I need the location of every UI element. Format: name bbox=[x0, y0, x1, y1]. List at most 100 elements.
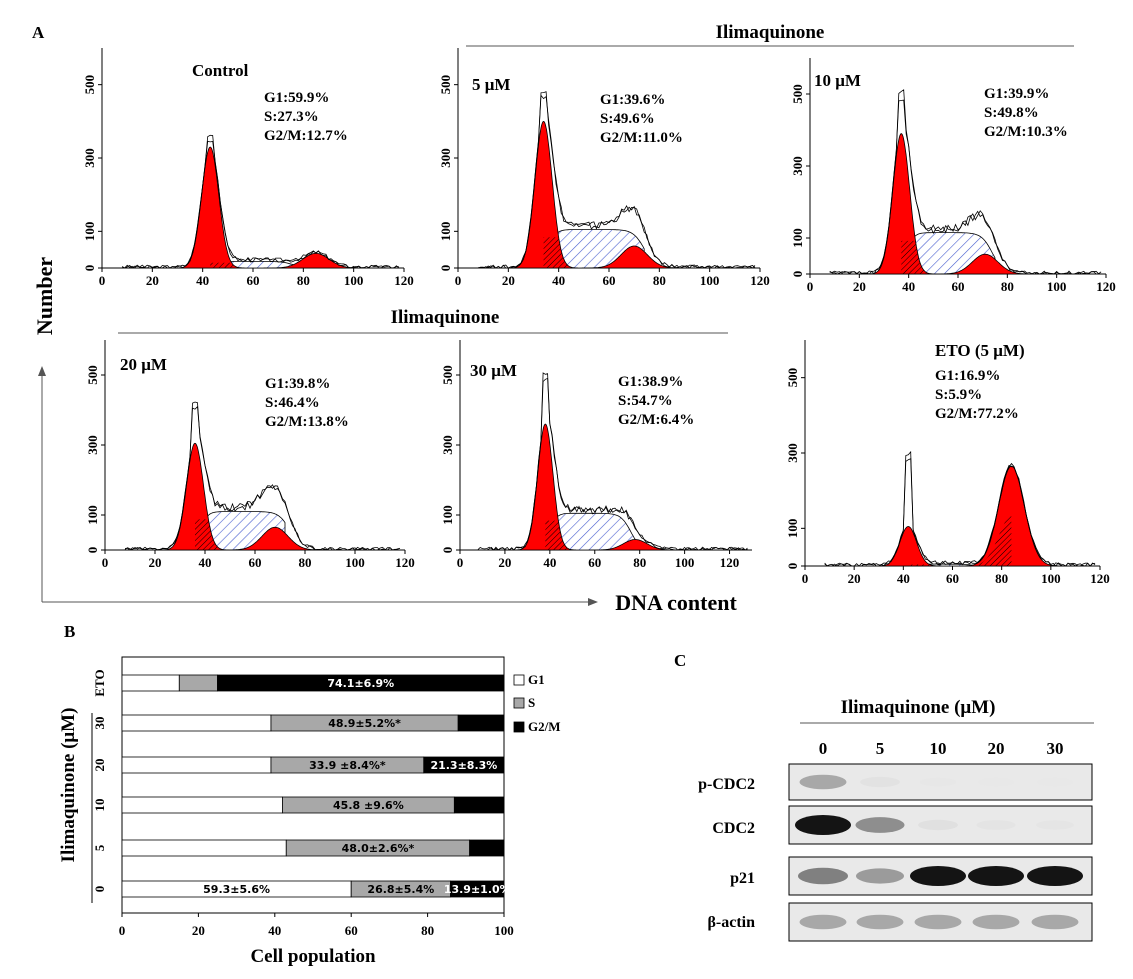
top-group-title: Ilimaquinone bbox=[716, 22, 825, 43]
x-tick-label: 100 bbox=[675, 555, 695, 570]
lane-concentration: 20 bbox=[988, 739, 1005, 758]
y-tick-label: 0 bbox=[790, 271, 805, 278]
x-tick-label: 20 bbox=[192, 923, 205, 938]
g1-overlap-hatch bbox=[543, 237, 570, 268]
x-tick-label: 0 bbox=[102, 555, 109, 570]
histogram-title: Control bbox=[192, 61, 249, 80]
x-tick-label: 100 bbox=[1041, 571, 1061, 586]
x-tick-label: 100 bbox=[494, 923, 514, 938]
bar-s-segment bbox=[178, 674, 218, 692]
g2m-percent: G2/M:11.0% bbox=[600, 130, 683, 146]
bar-g1-segment bbox=[121, 839, 287, 857]
s-percent: S:54.7% bbox=[618, 393, 673, 409]
bar-data-label: 74.1±6.9% bbox=[327, 677, 394, 690]
x-tick-label: 100 bbox=[345, 555, 365, 570]
category-label: 20 bbox=[92, 759, 107, 772]
bar-g1-segment bbox=[121, 714, 272, 732]
bar-g2m-segment bbox=[217, 674, 505, 692]
y-tick-label: 100 bbox=[438, 222, 453, 242]
y-tick-label: 500 bbox=[440, 365, 455, 385]
g2m-peak bbox=[588, 539, 682, 551]
category-label: 5 bbox=[92, 844, 107, 851]
y-tick-label: 300 bbox=[785, 443, 800, 463]
blot-title: Ilimaquinone (μM) bbox=[841, 697, 996, 718]
blot-band bbox=[1036, 820, 1074, 830]
x-tick-label: 80 bbox=[633, 555, 646, 570]
s-percent: S:27.3% bbox=[264, 109, 319, 125]
raw-histogram-trace bbox=[122, 134, 400, 269]
y-tick-label: 100 bbox=[440, 505, 455, 525]
legend-swatch bbox=[513, 674, 525, 686]
x-tick-label: 0 bbox=[119, 923, 126, 938]
stacked-bar-chart: ETO 74.1±6.9% 30 48.9±5.2%* 20 33.9 ±8.4%* 21.… bbox=[58, 656, 561, 967]
bar-data-label: 33.9 ±8.4%* bbox=[309, 759, 386, 772]
x-tick-label: 0 bbox=[457, 555, 464, 570]
histogram-0: 0 100 300 500 0 20 40 60 80 100 120 Control G1:59.9%… bbox=[82, 48, 414, 288]
bottom-group-title: Ilimaquinone bbox=[391, 307, 500, 328]
lane-concentration: 0 bbox=[819, 739, 828, 758]
x-tick-label: 80 bbox=[299, 555, 312, 570]
blot-band bbox=[799, 774, 847, 790]
y-tick-label: 100 bbox=[82, 222, 97, 242]
y-tick-label: 300 bbox=[438, 148, 453, 168]
y-tick-label: 300 bbox=[85, 435, 100, 455]
y-tick-label: 100 bbox=[790, 228, 805, 248]
bar-g2m-segment bbox=[469, 839, 505, 857]
raw-histogram-trace bbox=[824, 450, 1096, 567]
bar-data-label: 48.0±2.6%* bbox=[342, 842, 415, 855]
g1-percent: G1:16.9% bbox=[935, 368, 1000, 384]
x-axis-title: DNA content bbox=[615, 590, 737, 615]
blot-band bbox=[919, 777, 957, 787]
blot-row-label: CDC2 bbox=[712, 820, 755, 837]
blot-band bbox=[795, 815, 851, 835]
s-percent: S:46.4% bbox=[265, 395, 320, 411]
g1-overlap-hatch bbox=[210, 262, 236, 268]
category-label: 10 bbox=[92, 799, 107, 812]
g1-percent: G1:59.9% bbox=[264, 90, 329, 106]
x-axis-arrowhead bbox=[588, 598, 598, 606]
x-tick-label: 0 bbox=[455, 273, 462, 288]
x-axis-title: Cell population bbox=[250, 946, 376, 967]
y-tick-label: 0 bbox=[82, 265, 97, 272]
g2m-overlap-hatch bbox=[973, 516, 1012, 566]
g1-percent: G1:38.9% bbox=[618, 374, 683, 390]
x-tick-label: 40 bbox=[268, 923, 281, 938]
histogram-2: 0 100 300 500 0 20 40 60 80 100 120 10 μM G1:39.9% S:… bbox=[790, 58, 1116, 294]
blot-band bbox=[860, 776, 900, 788]
bar-g1-segment bbox=[121, 796, 283, 814]
y-axis-title: Ilimaquinone (μM) bbox=[58, 708, 79, 863]
x-tick-label: 60 bbox=[249, 555, 262, 570]
g2m-peak bbox=[960, 465, 1063, 567]
legend-swatch bbox=[513, 721, 525, 733]
y-tick-label: 300 bbox=[82, 148, 97, 168]
blot-row-label: p-CDC2 bbox=[698, 776, 755, 793]
x-tick-label: 20 bbox=[146, 273, 159, 288]
raw-histogram-trace bbox=[124, 405, 401, 551]
s-percent: S:49.6% bbox=[600, 111, 655, 127]
x-tick-label: 40 bbox=[199, 555, 212, 570]
blot-row-label: p21 bbox=[730, 870, 755, 887]
blot-band bbox=[977, 777, 1015, 787]
x-tick-label: 100 bbox=[344, 273, 364, 288]
y-axis-arrowhead bbox=[38, 366, 46, 376]
g1-peak bbox=[175, 146, 245, 269]
panel-b-letter: B bbox=[64, 622, 75, 641]
g1-peak bbox=[874, 526, 942, 567]
x-tick-label: 120 bbox=[394, 273, 414, 288]
s-percent: S:5.9% bbox=[935, 387, 982, 403]
x-tick-label: 60 bbox=[603, 273, 616, 288]
raw-histogram-trace bbox=[477, 377, 748, 551]
bar-g1-segment bbox=[121, 756, 272, 774]
blot-band bbox=[976, 820, 1016, 830]
g1-peak bbox=[161, 442, 229, 551]
raw-histogram-trace bbox=[477, 91, 756, 269]
x-tick-label: 60 bbox=[247, 273, 260, 288]
x-tick-label: 60 bbox=[345, 923, 358, 938]
western-blot: Ilimaquinone (μM) 0 5 10 20 30 p-CDC2 CDC2 p21 β-… bbox=[698, 697, 1094, 942]
blot-band bbox=[972, 914, 1020, 930]
x-tick-label: 40 bbox=[543, 555, 556, 570]
y-tick-label: 100 bbox=[85, 505, 100, 525]
y-tick-label: 0 bbox=[85, 547, 100, 554]
blot-band bbox=[1036, 777, 1074, 787]
histogram-title: 5 μM bbox=[472, 75, 510, 94]
